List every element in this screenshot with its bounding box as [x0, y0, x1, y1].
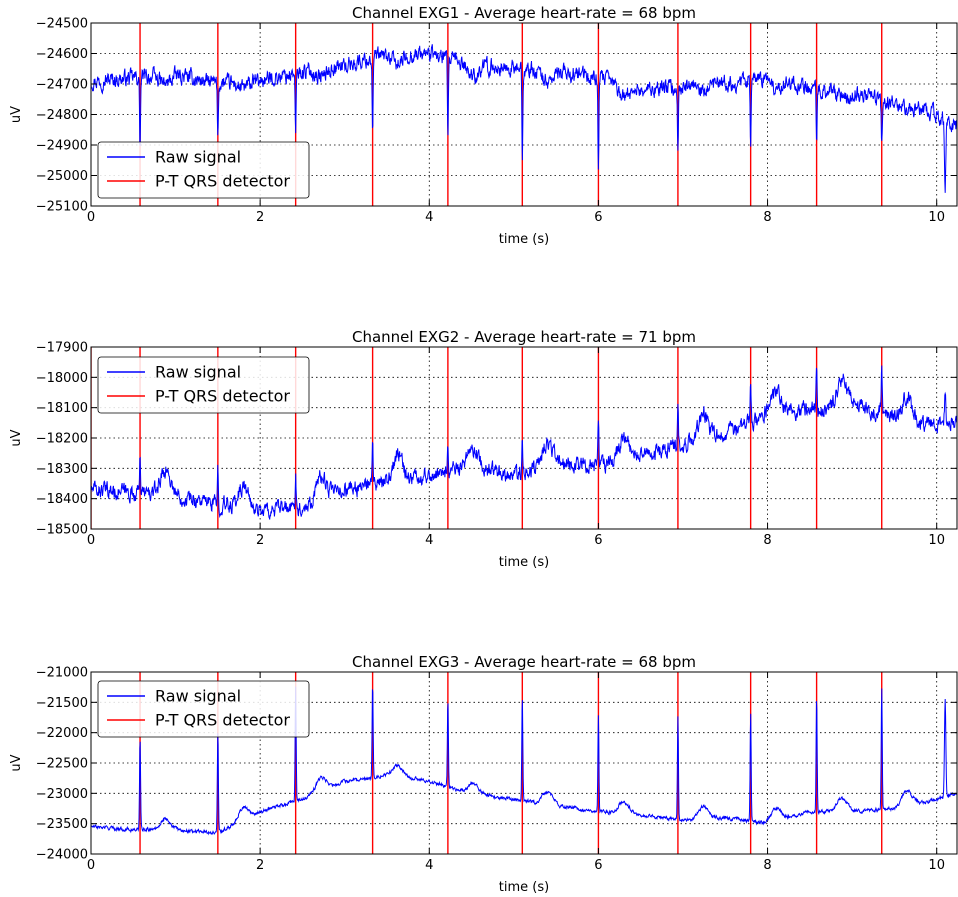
y-axis-label: uV: [9, 754, 24, 771]
x-axis-label: time (s): [499, 232, 549, 247]
y-tick-label: −21500: [36, 696, 88, 711]
x-tick-label: 2: [256, 858, 264, 873]
legend-label: Raw signal: [155, 363, 241, 382]
legend-label: P-T QRS detector: [155, 711, 290, 730]
y-tick-label: −23500: [36, 817, 88, 832]
y-tick-label: −24900: [36, 139, 88, 154]
y-tick-label: −21000: [36, 666, 88, 681]
y-tick-label: −24700: [36, 78, 88, 93]
chart-title: Channel EXG1 - Average heart-rate = 68 b…: [352, 4, 696, 22]
y-tick-label: −25100: [36, 200, 88, 215]
y-tick-label: −18200: [36, 432, 88, 447]
x-tick-label: 6: [594, 533, 602, 548]
legend-label: Raw signal: [155, 148, 241, 167]
x-tick-label: 2: [256, 210, 264, 225]
y-axis-label: uV: [9, 106, 24, 123]
y-tick-label: −24600: [36, 47, 88, 62]
y-tick-label: −18000: [36, 371, 88, 386]
x-tick-label: 6: [594, 210, 602, 225]
chart-exg1: Channel EXG1 - Average heart-rate = 68 b…: [9, 4, 958, 247]
x-tick-label: 10: [928, 858, 945, 873]
legend-box: [97, 356, 310, 414]
chart-exg2: Channel EXG2 - Average heart-rate = 71 b…: [9, 328, 958, 570]
legend: Raw signal P-T QRS detector: [97, 141, 310, 199]
plot-area: [91, 23, 957, 206]
plot-area: [91, 347, 957, 529]
raw-signal-line: [91, 365, 957, 520]
x-axis-label: time (s): [499, 555, 549, 570]
x-axis-label: time (s): [499, 880, 549, 895]
x-tick-label: 4: [425, 858, 433, 873]
y-tick-label: −24800: [36, 108, 88, 123]
x-tick-label: 8: [763, 210, 771, 225]
x-tick-label: 8: [763, 858, 771, 873]
y-tick-label: −22500: [36, 757, 88, 772]
x-tick-label: 0: [87, 858, 95, 873]
y-tick-label: −18100: [36, 401, 88, 416]
legend-box: [97, 680, 310, 738]
chart-title: Channel EXG3 - Average heart-rate = 68 b…: [352, 653, 696, 671]
legend-label: Raw signal: [155, 687, 241, 706]
legend: Raw signal P-T QRS detector: [97, 680, 310, 738]
y-tick-label: −22000: [36, 726, 88, 741]
y-tick-label: −18300: [36, 462, 88, 477]
x-tick-label: 10: [928, 533, 945, 548]
y-tick-label: −18500: [36, 523, 88, 538]
legend-label: P-T QRS detector: [155, 387, 290, 406]
plot-area: [91, 672, 957, 854]
x-tick-label: 0: [87, 533, 95, 548]
legend-box: [97, 141, 310, 199]
chart-exg3: Channel EXG3 - Average heart-rate = 68 b…: [9, 653, 958, 895]
y-axis-label: uV: [9, 429, 24, 446]
legend-label: P-T QRS detector: [155, 172, 290, 191]
y-tick-label: −23000: [36, 787, 88, 802]
y-tick-label: −18400: [36, 492, 88, 507]
y-tick-label: −25000: [36, 169, 88, 184]
raw-signal-line: [91, 44, 957, 193]
legend: Raw signal P-T QRS detector: [97, 356, 310, 414]
x-tick-label: 0: [87, 210, 95, 225]
x-tick-label: 10: [928, 210, 945, 225]
raw-signal-line: [91, 686, 957, 836]
y-tick-label: −24000: [36, 848, 88, 863]
chart-title: Channel EXG2 - Average heart-rate = 71 b…: [352, 328, 696, 346]
x-tick-label: 6: [594, 858, 602, 873]
x-tick-label: 2: [256, 533, 264, 548]
x-tick-label: 4: [425, 210, 433, 225]
y-tick-label: −17900: [36, 341, 88, 356]
x-tick-label: 8: [763, 533, 771, 548]
x-tick-label: 4: [425, 533, 433, 548]
y-tick-label: −24500: [36, 17, 88, 32]
